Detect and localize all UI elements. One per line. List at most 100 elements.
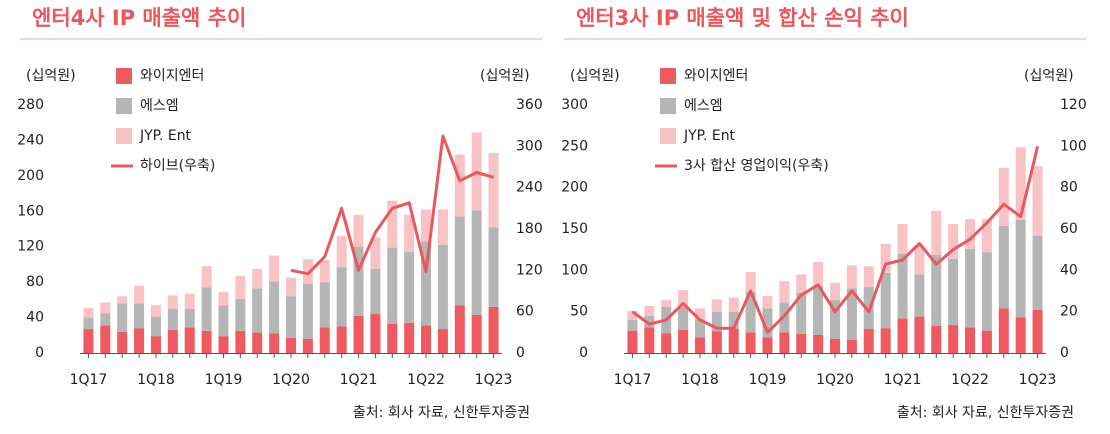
- y-tick-label: 0: [35, 345, 44, 361]
- bar-segment: [948, 324, 959, 353]
- x-tick-label: 1Q22: [951, 372, 989, 388]
- bar-segment: [998, 167, 1009, 226]
- chart-title: 엔터3사 IP 매출액 및 합산 손익 추이: [576, 6, 909, 30]
- y-tick-label: 0: [579, 345, 588, 361]
- bar-segment: [421, 209, 432, 242]
- bar-segment: [235, 330, 246, 353]
- y-tick-label: 200: [561, 180, 588, 196]
- y2-tick-label: 300: [516, 138, 543, 154]
- y2-tick-label: 100: [1060, 138, 1087, 154]
- bar-segment: [998, 308, 1009, 353]
- bar-segment: [404, 322, 415, 353]
- y2-tick-label: 360: [516, 97, 543, 113]
- bar-segment: [830, 300, 840, 339]
- bar-segment: [1032, 310, 1043, 353]
- bar-segment: [728, 297, 739, 312]
- bar-segment: [353, 214, 364, 247]
- y2-axis-label: (십억원): [1024, 68, 1074, 84]
- y2-tick-label: 0: [1060, 345, 1069, 361]
- bar-segment: [83, 317, 94, 330]
- bar-segment: [998, 225, 1009, 309]
- bar-segment: [678, 306, 689, 330]
- bar-segment: [134, 328, 145, 353]
- bar-segment: [796, 333, 807, 353]
- bar-segment: [471, 314, 482, 353]
- bar-segment: [302, 338, 313, 353]
- y-tick-label: 300: [561, 97, 588, 113]
- y2-tick-label: 60: [516, 304, 534, 320]
- y-tick-label: 160: [17, 203, 44, 219]
- bar-segment: [100, 302, 111, 314]
- bar-segment: [370, 268, 381, 315]
- bar-segment: [1015, 147, 1026, 220]
- source-note: 출처: 회사 자료, 신한투자증권: [897, 405, 1074, 421]
- bar-segment: [269, 281, 280, 334]
- chart-title: 엔터4사 IP 매출액 추이: [32, 6, 246, 30]
- bar-segment: [150, 316, 161, 337]
- y-axis-label: (십억원): [26, 68, 76, 84]
- x-tick-label: 1Q20: [272, 372, 310, 388]
- legend-swatch: [116, 98, 132, 114]
- bar-segment: [711, 299, 722, 312]
- legend-label: 와이지엔터: [140, 68, 204, 84]
- bar-segment: [813, 262, 824, 287]
- bar-segment: [437, 244, 448, 330]
- bar-segment: [286, 296, 296, 338]
- y-tick-label: 120: [17, 239, 44, 255]
- bar-segment: [981, 330, 992, 353]
- bar-segment: [931, 254, 942, 326]
- bar-segment: [336, 236, 347, 268]
- bar-segment: [745, 271, 756, 292]
- bar-segment: [269, 333, 280, 353]
- bar-segment: [745, 332, 756, 353]
- bar-segment: [134, 303, 145, 329]
- bar-segment: [235, 298, 246, 331]
- bar-segment: [387, 200, 398, 248]
- line-series: [290, 134, 495, 276]
- bar-segment: [302, 259, 313, 284]
- bar-segment: [454, 216, 465, 306]
- bar-segment: [914, 316, 925, 353]
- y2-tick-label: 0: [516, 345, 525, 361]
- bar-segment: [863, 329, 874, 353]
- bar-segment: [83, 307, 94, 318]
- bar-segment: [387, 247, 398, 324]
- bar-segment: [694, 319, 705, 338]
- bar-segment: [965, 248, 976, 328]
- bar-segment: [931, 210, 942, 255]
- bar-segment: [644, 327, 655, 353]
- bar-segment: [286, 277, 296, 297]
- bar-segment: [745, 291, 756, 333]
- y2-axis-label: (십억원): [480, 68, 530, 84]
- bar-segment: [846, 288, 857, 340]
- bar-segment: [661, 300, 672, 307]
- bar-segment: [421, 325, 432, 353]
- bar-segment: [965, 327, 976, 353]
- bar-segment: [336, 326, 347, 353]
- x-tick-label: 1Q18: [681, 372, 719, 388]
- bar-segment: [100, 325, 111, 353]
- bar-segment: [897, 224, 908, 254]
- bar-segment: [184, 293, 195, 309]
- bar-segment: [117, 303, 128, 332]
- legend-label: JYP. Ent: [683, 128, 736, 144]
- bar-segment: [914, 274, 925, 317]
- bar-segment: [370, 237, 381, 269]
- bar-segment: [286, 337, 296, 353]
- bar-segment: [167, 308, 178, 330]
- bar-segment: [661, 333, 672, 353]
- bar-segment: [218, 291, 229, 306]
- bar-segment: [454, 154, 465, 217]
- bar-segment: [897, 318, 908, 353]
- bar-segment: [387, 323, 398, 353]
- bar-segment: [1015, 219, 1026, 318]
- bar-segment: [846, 339, 857, 353]
- legend-label: 에스엠: [684, 98, 723, 114]
- bar-segment: [1032, 235, 1043, 311]
- bar-segment: [813, 334, 824, 353]
- legend-label: 에스엠: [140, 98, 179, 114]
- bar-segment: [762, 337, 773, 353]
- bar-segment: [117, 331, 128, 353]
- bar-segment: [678, 329, 689, 353]
- y-tick-label: 150: [561, 221, 588, 237]
